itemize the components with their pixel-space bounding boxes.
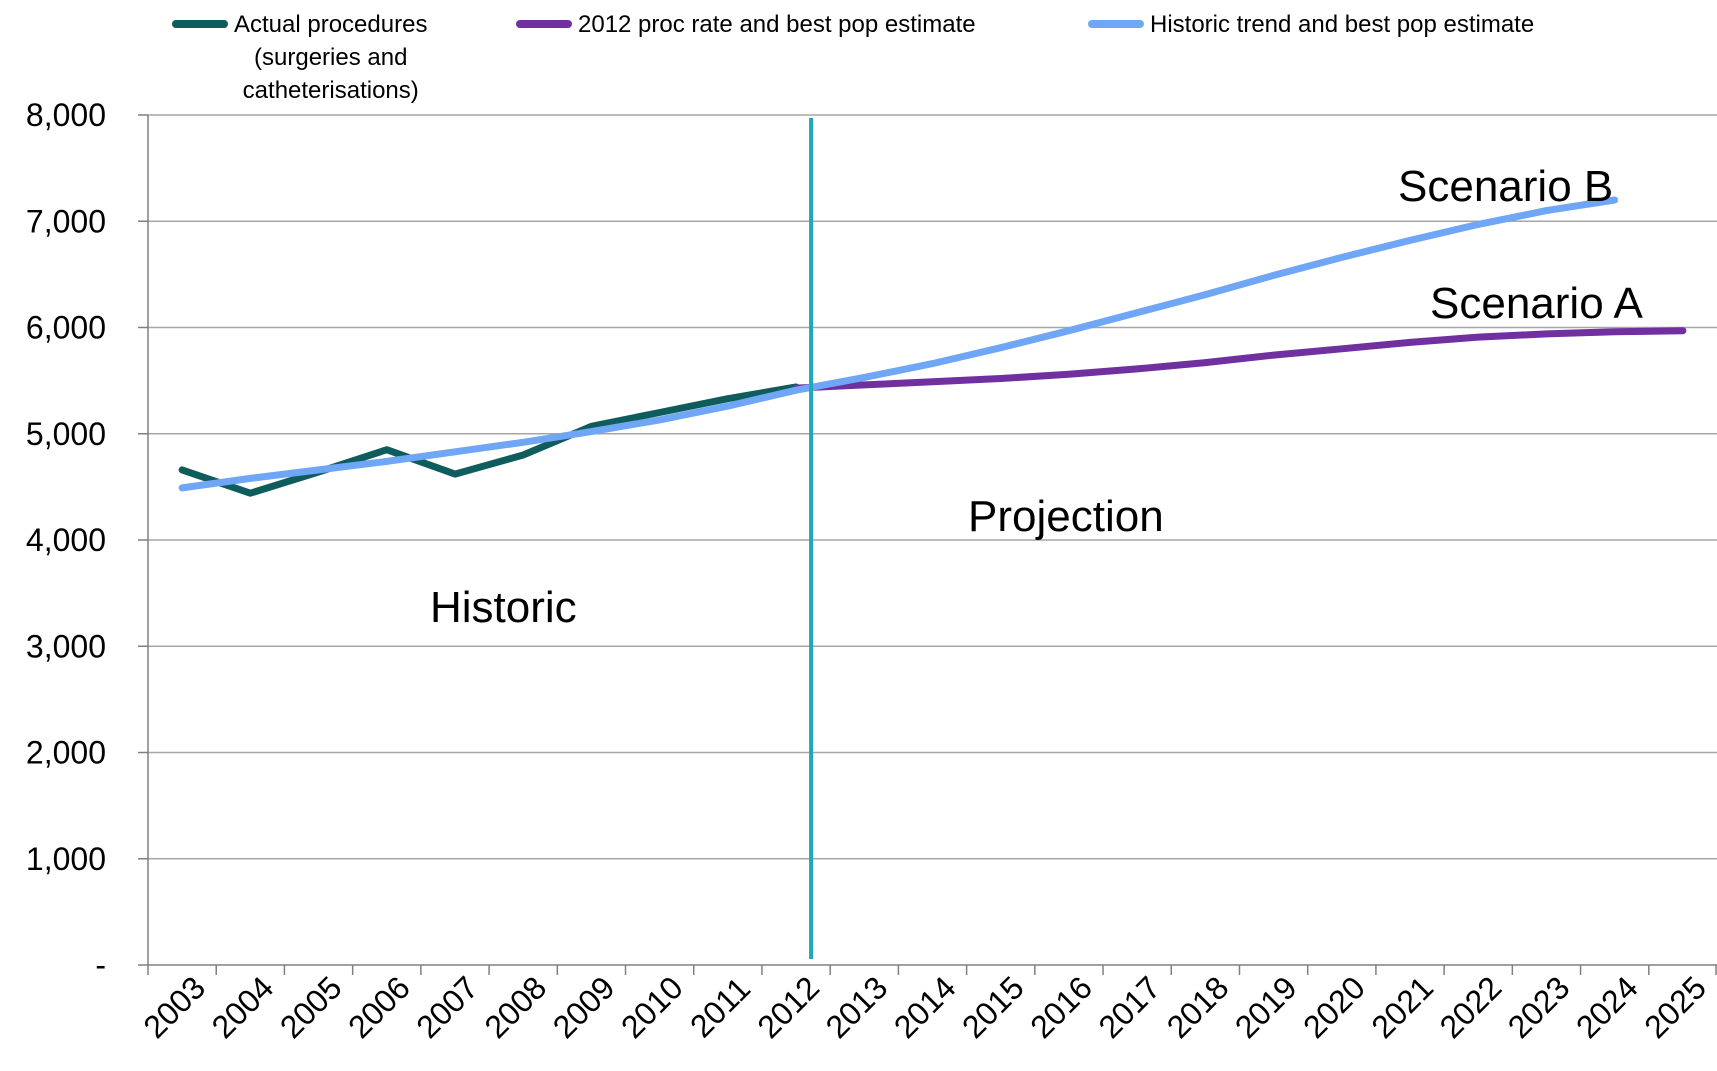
legend-item-actual-procedures: Actual procedures (surgeries and cathete…: [172, 8, 427, 107]
legend-item-2012-rate: 2012 proc rate and best pop estimate: [516, 8, 976, 41]
x-tick-label-2011: 2011: [683, 970, 757, 1044]
x-tick-label-2021: 2021: [1364, 969, 1440, 1045]
series-lines: [178, 196, 1687, 497]
x-tick-label-2025: 2025: [1637, 969, 1713, 1045]
chart-annotations: Historic Projection Scenario A Scenario B: [430, 162, 1643, 632]
x-tick-label-2016: 2016: [1023, 969, 1099, 1045]
x-tick-label-2020: 2020: [1296, 969, 1372, 1045]
legend-swatch-actual: [172, 20, 228, 28]
y-tick-label-0: -: [95, 947, 106, 983]
series-line-2: [178, 196, 1619, 492]
x-tick-label-2006: 2006: [341, 969, 417, 1045]
x-tick-label-2023: 2023: [1501, 969, 1577, 1045]
x-tick-label-2005: 2005: [273, 969, 349, 1045]
legend-label-2012-rate: 2012 proc rate and best pop estimate: [578, 11, 976, 38]
x-axis-ticks: 2003200420052006200720082009201020112012…: [136, 965, 1717, 1045]
y-tick-label-5000: 5,000: [26, 416, 106, 452]
chart-legend: Actual procedures (surgeries and cathete…: [0, 8, 1717, 108]
gridlines: [148, 114, 1717, 860]
x-tick-label-2007: 2007: [409, 969, 485, 1045]
x-tick-label-2003: 2003: [136, 969, 212, 1045]
annotation-scenario-a: Scenario A: [1430, 279, 1643, 328]
x-tick-label-2018: 2018: [1160, 969, 1236, 1045]
x-tick-label-2012: 2012: [750, 969, 826, 1045]
legend-swatch-2012-rate: [516, 20, 572, 28]
y-tick-label-2000: 2,000: [26, 735, 106, 771]
x-tick-label-2019: 2019: [1228, 969, 1304, 1045]
x-tick-label-2017: 2017: [1091, 969, 1167, 1045]
y-axis-ticks: - 1,000 2,000 3,000 4,000 5,000 6,000 7,000 8,00…: [26, 97, 148, 983]
annotation-projection: Projection: [968, 492, 1164, 541]
y-tick-label-1000: 1,000: [26, 841, 106, 877]
annotation-scenario-b: Scenario B: [1398, 162, 1613, 211]
series-line-1: [792, 327, 1687, 392]
x-tick-label-2013: 2013: [819, 969, 895, 1045]
y-tick-label-6000: 6,000: [26, 310, 106, 346]
x-tick-label-2010: 2010: [614, 969, 690, 1045]
x-tick-label-2022: 2022: [1433, 969, 1509, 1045]
legend-item-historic-trend: Historic trend and best pop estimate: [1088, 8, 1534, 41]
annotation-historic: Historic: [430, 583, 577, 632]
legend-swatch-historic-trend: [1088, 20, 1144, 28]
legend-label-historic-trend: Historic trend and best pop estimate: [1150, 11, 1535, 38]
y-tick-label-3000: 3,000: [26, 628, 106, 664]
x-tick-label-2014: 2014: [887, 969, 963, 1045]
x-tick-label-2024: 2024: [1569, 969, 1645, 1045]
y-tick-label-8000: 8,000: [26, 97, 106, 133]
x-tick-label-2004: 2004: [205, 969, 281, 1045]
legend-label-actual: Actual procedures (surgeries and cathete…: [234, 11, 428, 104]
series-line-0: [178, 383, 800, 497]
y-tick-label-7000: 7,000: [26, 203, 106, 239]
x-tick-label-2009: 2009: [546, 969, 622, 1045]
y-tick-label-4000: 4,000: [26, 522, 106, 558]
x-tick-label-2015: 2015: [955, 969, 1031, 1045]
x-tick-label-2008: 2008: [478, 969, 554, 1045]
